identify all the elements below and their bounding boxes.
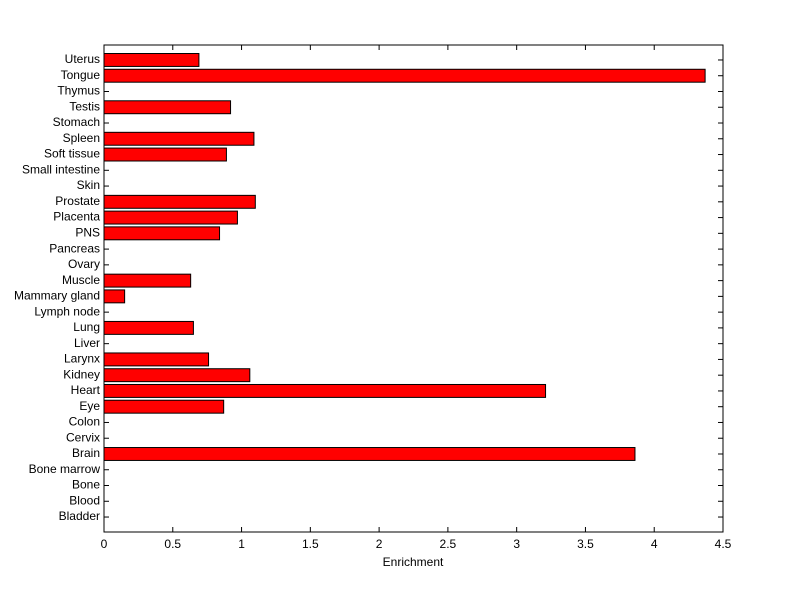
x-tick-label: 0: [101, 537, 108, 551]
y-tick-label: Muscle: [62, 273, 100, 287]
x-tick-label: 4: [651, 537, 658, 551]
y-tick-label: PNS: [75, 226, 100, 240]
y-tick-label: Bone marrow: [29, 462, 101, 476]
y-tick-label: Testis: [69, 99, 100, 113]
y-tick-label: Tongue: [61, 68, 101, 82]
y-tick-label: Cervix: [66, 430, 100, 444]
x-tick-label: 0.5: [164, 537, 181, 551]
y-tick-label: Pancreas: [49, 241, 100, 255]
bar: [103, 53, 200, 67]
y-tick-label: Spleen: [63, 131, 100, 145]
bar: [103, 68, 706, 83]
bar: [103, 352, 210, 367]
y-tick-label: Bladder: [59, 509, 100, 523]
bar: [103, 368, 251, 383]
x-tick-label: 1.5: [302, 537, 319, 551]
bar: [103, 147, 227, 162]
y-tick-label: Colon: [69, 415, 100, 429]
y-tick-label: Liver: [74, 336, 100, 350]
bar: [103, 273, 192, 288]
y-tick-label: Ovary: [68, 257, 100, 271]
y-tick-label: Blood: [69, 493, 100, 507]
bar: [103, 289, 126, 304]
x-tick-label: 4.5: [715, 537, 732, 551]
y-tick-label: Kidney: [63, 367, 100, 381]
y-tick-label: Thymus: [57, 84, 100, 98]
y-tick-label: Eye: [79, 399, 100, 413]
bar: [103, 194, 256, 209]
y-tick-label: Brain: [72, 446, 100, 460]
y-tick-label: Heart: [71, 383, 101, 397]
y-tick-label: Mammary gland: [14, 289, 100, 303]
bar: [103, 131, 255, 146]
x-tick-label: 3.5: [577, 537, 594, 551]
y-tick-label: Small intestine: [22, 162, 100, 176]
y-tick-label: Placenta: [53, 210, 100, 224]
y-tick-label: Prostate: [55, 194, 100, 208]
y-tick-label: Bone: [72, 478, 100, 492]
y-tick-label: Stomach: [53, 115, 100, 129]
bar: [103, 100, 232, 115]
x-tick-label: 3: [513, 537, 520, 551]
y-tick-label: Lung: [73, 320, 100, 334]
bar: [103, 210, 238, 225]
x-tick-label: 2.5: [440, 537, 457, 551]
y-tick-label: Larynx: [64, 352, 100, 366]
bar: [103, 383, 547, 398]
y-tick-label: Soft tissue: [44, 147, 100, 161]
y-tick-label: Uterus: [65, 52, 100, 66]
y-tick-label: Skin: [77, 178, 100, 192]
x-tick-label: 2: [376, 537, 383, 551]
x-axis-label: Enrichment: [383, 555, 444, 569]
bar: [103, 226, 221, 241]
bar: [103, 447, 636, 461]
bar: [103, 399, 225, 414]
bar: [103, 320, 194, 335]
y-tick-label: Lymph node: [34, 304, 100, 318]
x-tick-label: 1: [238, 537, 245, 551]
